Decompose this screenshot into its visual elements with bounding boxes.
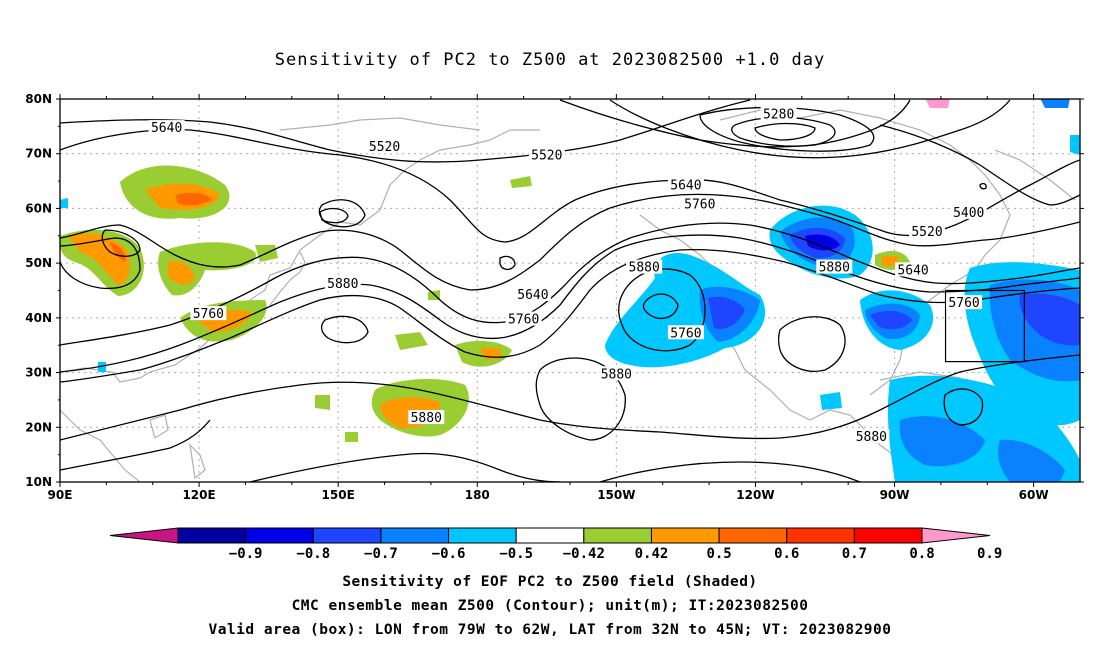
lat-label: 40N [25, 311, 52, 325]
lon-label: 120W [736, 488, 774, 502]
colorbar-segment [718, 527, 788, 544]
contour-label: 5400 [953, 206, 984, 221]
contour-label-bg [366, 139, 403, 154]
shaded-positive-sensitivity [60, 165, 910, 442]
contour-label: 5880 [601, 367, 632, 382]
colorbar: −0.9 −0.8 −0.7 −0.6 −0.5 −0.42 0.42 0.5 0.6 0.7 0.… [109, 527, 1002, 562]
colorbar-label: −0.6 [432, 546, 466, 562]
colorbar-segment [853, 527, 923, 544]
colorbar-label: 0.7 [842, 546, 867, 562]
contour-label: 5760 [948, 296, 979, 311]
contour-label-bg [895, 262, 932, 277]
colorbar-segment [177, 527, 247, 544]
colorbar-segment [312, 527, 382, 544]
contour-label: 5880 [411, 411, 442, 426]
colorbar-segment [650, 527, 720, 544]
contour-label-bg [514, 286, 551, 301]
contour-label: 5280 [763, 107, 794, 122]
lat-label: 80N [25, 92, 52, 106]
lat-label: 70N [25, 147, 52, 161]
contour-label-bg [816, 259, 853, 274]
contour-label-bg [408, 410, 445, 425]
contour-label: 5760 [193, 307, 224, 322]
chart-title: Sensitivity of PC2 to Z500 at 2023082500… [274, 50, 826, 70]
lat-label: 30N [25, 366, 52, 380]
colorbar-label: 0.8 [909, 546, 934, 562]
contour-label-bg [950, 204, 987, 219]
colorbar-segment [583, 527, 652, 544]
lat-label: 60N [25, 201, 52, 215]
contour-label-bg [681, 196, 718, 211]
contour-label-bg [909, 224, 945, 239]
z500-contours [60, 99, 1080, 482]
contour-label-bg [946, 295, 983, 310]
contour-label: 5520 [369, 140, 400, 155]
colorbar-label: 0.6 [774, 546, 799, 562]
colorbar-label: 0.9 [977, 546, 1002, 562]
contour-label: 5880 [327, 277, 358, 292]
contour-label: 5640 [517, 288, 548, 303]
contour-label-bg [505, 311, 542, 326]
lat-label: 50N [25, 256, 52, 270]
colorbar-label: −0.7 [364, 546, 398, 562]
contour-label-bg [324, 276, 361, 291]
colorbar-label: 0.5 [706, 546, 731, 562]
colorbar-segment [786, 527, 855, 544]
colorbar-label: −0.5 [499, 546, 533, 562]
contour-label-bg [760, 106, 797, 121]
colorbar-label: −0.8 [296, 546, 330, 562]
lon-label: 90W [880, 488, 910, 502]
colorbar-low-triangle [109, 527, 179, 544]
contour-label-bg [528, 147, 565, 162]
contour-label: 5760 [508, 313, 539, 328]
lon-label: 60W [1019, 488, 1049, 502]
contour-label-bg [853, 429, 890, 444]
colorbar-segment [515, 527, 585, 544]
colorbar-label: 0.42 [635, 546, 669, 562]
contour-label-bg [626, 259, 663, 274]
lat-label: 20N [25, 420, 52, 434]
map-plot-area: 5640 5520 5280 5520 5640 5760 5400 5520 5640 5760… [60, 99, 1080, 482]
colorbar-label: −0.42 [563, 546, 605, 562]
colorbar-label: −0.9 [229, 546, 263, 562]
contour-label: 5880 [629, 261, 660, 276]
lon-label: 120E [182, 488, 215, 502]
contour-label-bg [667, 325, 704, 340]
caption-line-1: Sensitivity of EOF PC2 to Z500 field (Sh… [342, 574, 758, 590]
lon-label: 180 [465, 488, 490, 502]
contour-label-bg [598, 366, 635, 381]
contour-label-bg [667, 177, 704, 192]
contour-label: 5520 [531, 148, 562, 163]
colorbar-segment [380, 527, 450, 544]
lat-label: 10N [25, 475, 52, 489]
contour-label: 5640 [897, 263, 928, 278]
colorbar-segment [448, 527, 517, 544]
caption-line-3: Valid area (box): LON from 79W to 62W, L… [208, 622, 892, 638]
contour-label-bg [148, 120, 185, 135]
contour-label: 5640 [670, 179, 701, 194]
contour-label-bg [190, 306, 227, 321]
contour-label: 5640 [151, 121, 182, 136]
lon-label: 90E [48, 488, 73, 502]
contour-label-layer: 5640 5520 5280 5520 5640 5760 5400 5520 5640 5760… [148, 106, 987, 445]
valid-area-box [944, 289, 1025, 363]
contour-label: 5880 [819, 261, 850, 276]
contour-label: 5760 [670, 326, 701, 341]
lon-label: 150W [597, 488, 635, 502]
contour-label: 5880 [856, 430, 887, 445]
colorbar-high-triangle [921, 527, 991, 544]
lon-label: 150E [322, 488, 355, 502]
colorbar-segment [245, 527, 314, 544]
contour-label: 5520 [911, 225, 942, 240]
contour-label: 5760 [684, 198, 715, 213]
caption-line-2: CMC ensemble mean Z500 (Contour); unit(m… [291, 598, 809, 614]
